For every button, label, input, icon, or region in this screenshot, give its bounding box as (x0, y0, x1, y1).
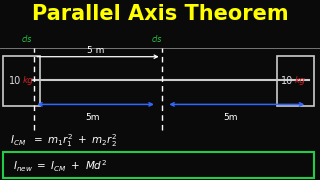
Text: kg: kg (295, 76, 306, 86)
Text: Parallel Axis Theorem: Parallel Axis Theorem (32, 4, 288, 24)
Text: cls: cls (22, 35, 32, 44)
Text: 10: 10 (281, 76, 293, 86)
Text: 5 m: 5 m (87, 46, 105, 55)
Bar (277, 56, 314, 106)
Text: 10: 10 (9, 76, 21, 86)
Bar (3, 56, 40, 106)
Text: $I_{new} \ = \ I_{CM} \ + \ Md^2$: $I_{new} \ = \ I_{CM} \ + \ Md^2$ (13, 159, 107, 174)
Bar (3, 152, 314, 178)
Text: $I_{CM}$  $= \ m_1r_1^2 \ + \ m_2r_2^2$: $I_{CM}$ $= \ m_1r_1^2 \ + \ m_2r_2^2$ (10, 132, 117, 149)
Text: kg: kg (23, 76, 34, 86)
Text: 5m: 5m (223, 113, 238, 122)
Text: cls: cls (152, 35, 162, 44)
Text: 5m: 5m (85, 113, 100, 122)
